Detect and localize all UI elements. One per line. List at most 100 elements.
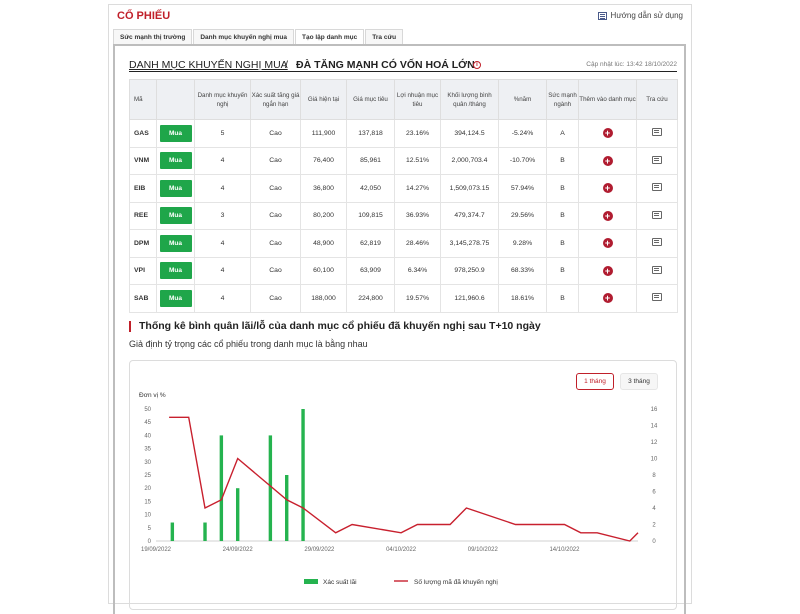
chart-bar [285,475,289,541]
guide-icon [597,11,607,20]
tab-market-strength[interactable]: Sức mạnh thị trường [113,29,193,45]
y-tick-right: 12 [651,440,658,446]
probability: Cao [250,174,301,203]
guide-link[interactable]: Hướng dẫn sử dụng [597,11,683,20]
lookup-icon[interactable] [652,155,662,164]
current-price: 60,100 [300,256,347,285]
page-title: ĐÀ TĂNG MẠNH CÓ VỐN HOÁ LỚN [296,59,475,71]
lookup-icon[interactable] [652,238,662,247]
buy-button[interactable]: Mua [159,152,192,170]
buy-cell: Mua [156,119,195,148]
lookup-icon[interactable] [652,128,662,137]
add-to-portfolio-icon[interactable]: + [602,265,613,276]
table-row: GAS Mua 5 Cao 111,900 137,818 23.16% 394… [129,119,678,148]
buy-button[interactable]: Mua [159,289,192,307]
add-to-portfolio-icon[interactable]: + [602,238,613,249]
col-header-code: Mã [129,79,157,120]
add-cell: + [578,201,637,230]
legend-swatch-bars [304,579,318,584]
probability: Cao [250,284,301,313]
chart-bar [301,409,305,541]
col-header-action [156,79,195,120]
add-to-portfolio-icon[interactable]: + [602,210,613,221]
target-price: 137,818 [346,119,395,148]
add-to-portfolio-icon[interactable]: + [602,128,613,139]
current-price: 48,900 [300,229,347,258]
lookup-icon[interactable] [652,210,662,219]
portfolio-count: 4 [194,174,251,203]
buy-button[interactable]: Mua [159,179,192,197]
table-row: VNM Mua 4 Cao 76,400 85,961 12.51% 2,000… [129,146,678,175]
breadcrumb-separator: / [285,59,288,71]
col-header-target: Giá mục tiêu [346,79,395,120]
probability: Cao [250,119,301,148]
avg-volume: 121,960.6 [440,284,499,313]
add-cell: + [578,229,637,258]
buy-button[interactable]: Mua [159,262,192,280]
lookup-icon[interactable] [652,265,662,274]
top-bar: CỔ PHIẾU Hướng dẫn sử dụng [109,5,691,29]
sector-strength: A [546,119,579,148]
add-to-portfolio-icon[interactable]: + [602,155,613,166]
y-tick-left: 35 [144,447,151,453]
add-cell: + [578,146,637,175]
table-row: DPM Mua 4 Cao 48,900 62,819 28.46% 3,145… [129,229,678,258]
avg-volume: 2,000,703.4 [440,146,499,175]
chart-bar [203,522,207,541]
target-profit: 36.93% [394,201,441,230]
portfolio-count: 4 [194,284,251,313]
y-tick-left: 10 [144,513,151,519]
buy-button[interactable]: Mua [159,234,192,252]
chart-bar [170,522,175,541]
add-to-portfolio-icon[interactable]: + [602,183,613,194]
recommendation-table: Mã Danh mục khuyến nghị Xác suất tăng gi… [129,79,678,313]
main-panel: DANH MỤC KHUYẾN NGHỊ MUA / ĐÀ TĂNG MẠNH … [113,44,686,614]
buy-cell: Mua [156,256,195,285]
portfolio-count: 4 [194,256,251,285]
current-price: 76,400 [300,146,347,175]
profit-chart: Đơn vị % 0 5 10 15 20 25 30 35 40 45 50 0 2 4 6 8 10 12 14 1… [139,392,658,586]
sector-strength: B [546,284,579,313]
add-to-portfolio-icon[interactable]: + [602,293,613,304]
period-1-month-button[interactable]: 1 tháng [576,373,614,390]
x-tick-label: 09/10/2022 [468,547,499,553]
col-header-profit: Lợi nhuận mục tiêu [394,79,441,120]
tab-recommended-buy[interactable]: Danh mục khuyến nghị mua [193,29,295,45]
col-header-lookup: Tra cứu [636,79,678,120]
buy-button[interactable]: Mua [159,124,192,142]
lookup-icon[interactable] [652,183,662,192]
x-tick-label: 04/10/2022 [386,547,417,553]
current-price: 80,200 [300,201,347,230]
stats-title: Thống kê bình quân lãi/lỗ của danh mục c… [129,321,541,332]
tab-lookup[interactable]: Tra cứu [365,29,404,45]
add-cell: + [578,119,637,148]
target-price: 85,961 [346,146,395,175]
lookup-cell [636,119,678,148]
lookup-cell [636,256,678,285]
target-profit: 12.51% [394,146,441,175]
sector-strength: B [546,174,579,203]
buy-button[interactable]: Mua [159,207,192,225]
buy-cell: Mua [156,284,195,313]
col-header-add: Thêm vào danh mục [578,79,637,120]
target-price: 109,815 [346,201,395,230]
stock-code: REE [129,201,157,230]
portfolio-count: 4 [194,146,251,175]
info-icon[interactable]: i [473,61,481,69]
sector-strength: B [546,201,579,230]
y-tick-right: 14 [651,424,658,430]
col-header-price: Giá hiện tại [300,79,347,120]
period-3-month-button[interactable]: 3 tháng [620,373,658,390]
tab-create-portfolio[interactable]: Tạo lập danh mục [295,29,365,45]
target-profit: 6.34% [394,256,441,285]
lookup-icon[interactable] [652,293,662,302]
target-profit: 14.27% [394,174,441,203]
breadcrumb-link[interactable]: DANH MỤC KHUYẾN NGHỊ MUA [129,59,288,71]
chart-line-series [169,416,639,542]
updated-timestamp: Cập nhật lúc: 13:42 18/10/2022 [586,61,677,68]
table-header-row: Mã Danh mục khuyến nghị Xác suất tăng gi… [129,79,678,120]
stock-code: DPM [129,229,157,258]
chart-bar [235,488,240,541]
buy-cell: Mua [156,201,195,230]
x-tick-label: 19/09/2022 [141,547,172,553]
